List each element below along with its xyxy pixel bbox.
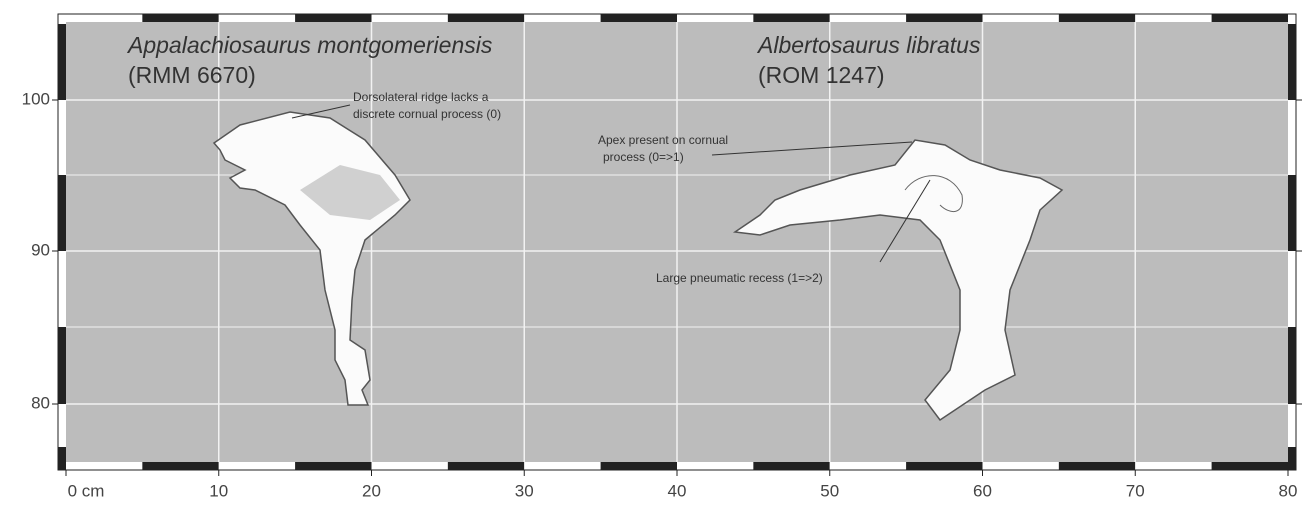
border-segment — [448, 14, 524, 22]
border-segment — [1059, 14, 1135, 22]
border-segment — [906, 14, 982, 22]
x-tick-label: 20 — [362, 481, 381, 500]
border-segment — [295, 14, 371, 22]
border-segment — [66, 462, 142, 470]
border-segment — [677, 462, 753, 470]
annotation: Apex present on cornual — [598, 133, 728, 147]
border-segment — [58, 447, 66, 470]
border-segment — [830, 462, 906, 470]
x-tick-label: 60 — [973, 481, 992, 500]
specimen-name: Albertosaurus libratus — [756, 32, 981, 58]
border-segment — [58, 175, 66, 251]
specimen-number: (ROM 1247) — [758, 62, 885, 88]
border-segment — [219, 14, 295, 22]
border-segment — [1288, 447, 1296, 470]
border-segment — [142, 14, 218, 22]
border-segment — [1288, 24, 1296, 100]
border-segment — [58, 251, 66, 327]
specimen-name: Appalachiosaurus montgomeriensis — [126, 32, 493, 58]
border-segment — [142, 462, 218, 470]
x-tick-label: 50 — [820, 481, 839, 500]
y-tick-label: 90 — [31, 240, 50, 259]
border-segment — [1135, 462, 1211, 470]
border-segment — [448, 462, 524, 470]
x-tick-label: 40 — [668, 481, 687, 500]
border-segment — [601, 14, 677, 22]
border-segment — [1059, 462, 1135, 470]
border-segment — [906, 462, 982, 470]
y-tick-label: 80 — [31, 393, 50, 412]
border-segment — [524, 462, 600, 470]
figure: Appalachiosaurus montgomeriensis (RMM 66… — [0, 0, 1307, 514]
y-tick-label: 100 — [22, 89, 50, 108]
x-tick-label: 30 — [515, 481, 534, 500]
x-tick-label: 80 — [1279, 481, 1298, 500]
border-segment — [58, 14, 66, 24]
annotation: process (0=>1) — [603, 150, 684, 164]
specimen-number: (RMM 6670) — [128, 62, 256, 88]
annotation: Large pneumatic recess (1=>2) — [656, 271, 823, 285]
annotation: discrete cornual process (0) — [353, 107, 501, 121]
x-tick-label: 0 cm — [68, 481, 105, 500]
border-segment — [1288, 175, 1296, 251]
border-segment — [830, 14, 906, 22]
border-segment — [372, 462, 448, 470]
border-segment — [983, 462, 1059, 470]
border-segment — [295, 462, 371, 470]
border-segment — [58, 24, 66, 100]
border-segment — [677, 14, 753, 22]
border-segment — [1288, 251, 1296, 327]
border-segment — [372, 14, 448, 22]
border-segment — [983, 14, 1059, 22]
border-segment — [524, 14, 600, 22]
border-segment — [58, 327, 66, 404]
border-segment — [601, 462, 677, 470]
border-segment — [58, 404, 66, 447]
x-tick-label: 10 — [209, 481, 228, 500]
border-segment — [1288, 14, 1296, 24]
border-segment — [58, 100, 66, 175]
border-segment — [1212, 14, 1288, 22]
x-tick-label: 70 — [1126, 481, 1145, 500]
border-segment — [1135, 14, 1211, 22]
border-segment — [1288, 100, 1296, 175]
border-segment — [753, 14, 829, 22]
border-segment — [1288, 327, 1296, 404]
border-segment — [219, 462, 295, 470]
border-segment — [753, 462, 829, 470]
border-segment — [1288, 404, 1296, 447]
border-segment — [1212, 462, 1288, 470]
annotation: Dorsolateral ridge lacks a — [353, 90, 489, 104]
border-segment — [66, 14, 142, 22]
